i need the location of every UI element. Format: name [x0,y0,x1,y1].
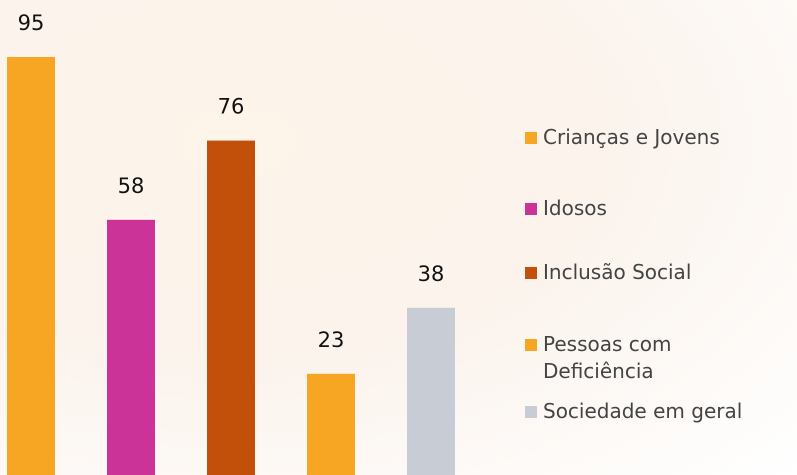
legend-swatch [525,203,537,215]
data-label: 38 [418,262,445,286]
legend: Crianças e Jovens Idosos Inclusão Social Pe… [525,0,797,475]
legend-item: Pessoas com Deficiência [525,331,713,385]
legend-swatch [525,339,537,351]
legend-label: Pessoas com Deficiência [543,332,672,383]
bar [207,140,255,475]
legend-swatch [525,406,537,418]
legend-label: Sociedade em geral [543,399,743,423]
legend-swatch [525,132,537,144]
bar [7,57,55,475]
legend-item: Crianças e Jovens [525,124,720,151]
legend-label: Idosos [543,196,607,220]
legend-item: Idosos [525,195,607,222]
legend-swatch [525,267,537,279]
legend-label: Inclusão Social [543,260,692,284]
data-label: 23 [318,328,345,352]
chart: 95 58 76 23 38 [7,11,455,475]
bar [307,373,355,475]
bar [407,307,455,475]
data-label: 95 [18,11,45,35]
legend-item: Sociedade em geral [525,398,742,425]
bar [107,219,155,475]
data-label: 58 [118,174,145,198]
legend-label: Crianças e Jovens [543,125,720,149]
legend-item: Inclusão Social [525,259,691,286]
data-label: 76 [218,95,245,119]
